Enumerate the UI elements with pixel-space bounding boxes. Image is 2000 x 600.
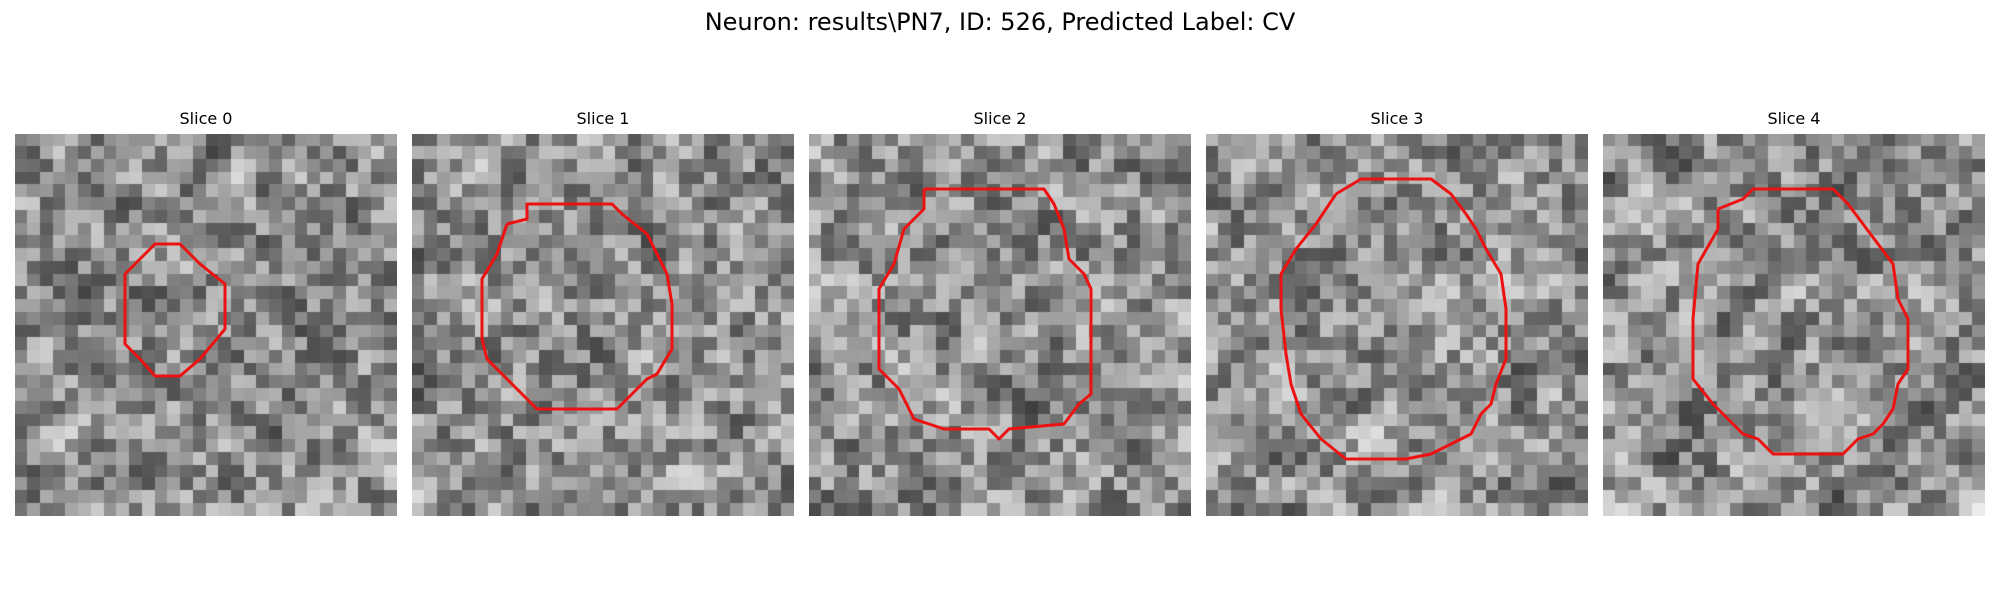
slice-image <box>412 134 794 516</box>
slice-panel-2: Slice 2 <box>809 108 1191 516</box>
figure-title: Neuron: results\PN7, ID: 526, Predicted … <box>704 8 1296 36</box>
slice-image <box>809 134 1191 516</box>
slice-panel-0: Slice 0 <box>15 108 397 516</box>
slice-image <box>1206 134 1588 516</box>
slice-title: Slice 4 <box>1767 109 1821 128</box>
slice-panel-4: Slice 4 <box>1603 108 1985 516</box>
slice-title: Slice 1 <box>576 109 630 128</box>
slice-title: Slice 2 <box>973 109 1027 128</box>
slice-image <box>15 134 397 516</box>
slice-title: Slice 0 <box>179 109 233 128</box>
slice-image <box>1603 134 1985 516</box>
slice-title: Slice 3 <box>1370 109 1424 128</box>
slice-panel-3: Slice 3 <box>1206 108 1588 516</box>
slice-panel-1: Slice 1 <box>412 108 794 516</box>
